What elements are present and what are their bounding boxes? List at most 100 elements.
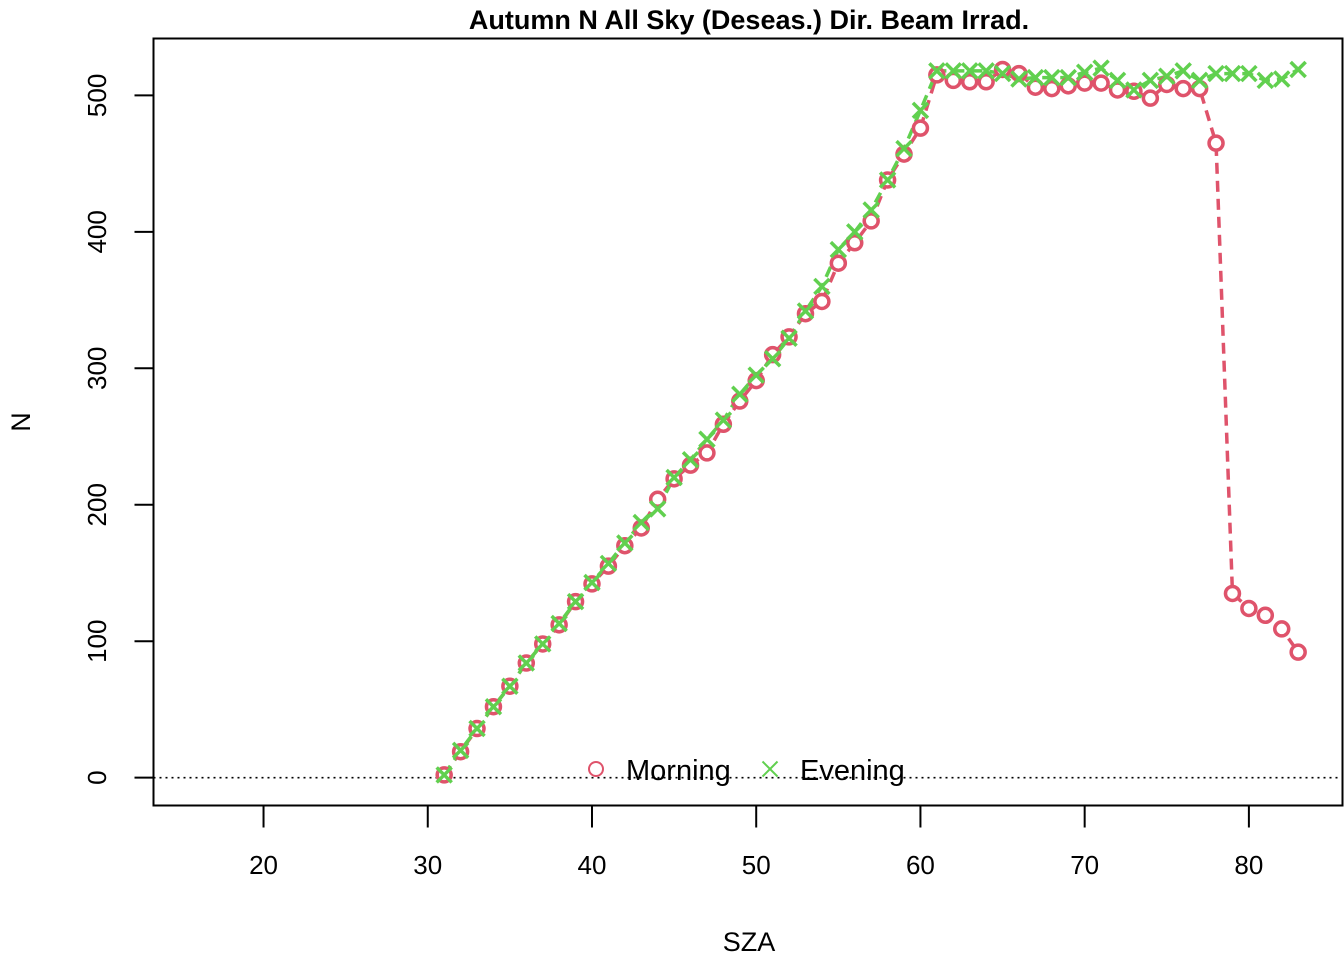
morning-point <box>862 212 880 230</box>
evening-point <box>616 534 634 552</box>
y-tick-label: 0 <box>82 770 112 784</box>
y-tick-label: 300 <box>82 347 112 390</box>
evening-point <box>1108 71 1127 90</box>
evening-point <box>846 223 864 241</box>
evening-point <box>731 385 749 403</box>
legend-label-morning: Morning <box>626 755 731 787</box>
series-line-morning <box>442 67 1300 776</box>
evening-point <box>829 240 848 259</box>
x-tick-label: 30 <box>413 850 442 880</box>
series-points <box>435 59 1307 784</box>
evening-point <box>878 171 897 189</box>
morning-point <box>1092 74 1110 92</box>
morning-point <box>763 345 782 364</box>
legend: Morning Evening <box>588 755 905 787</box>
morning-point <box>1240 599 1258 618</box>
evening-point <box>911 101 930 120</box>
morning-point <box>616 536 634 555</box>
y-axis: 0 100 200 300 400 500 <box>82 74 154 785</box>
evening-point <box>960 62 979 80</box>
series-lines <box>442 66 1300 776</box>
morning-point <box>1043 79 1061 98</box>
morning-point <box>845 234 864 252</box>
evening-point <box>780 329 798 348</box>
evening-point <box>1158 67 1176 86</box>
x-axis: 20 30 40 50 60 70 80 <box>249 805 1263 880</box>
evening-point <box>1141 71 1160 90</box>
morning-point <box>1207 134 1225 152</box>
morning-point <box>1075 74 1094 92</box>
series-line-evening <box>442 66 1300 776</box>
x-tick-label: 50 <box>742 850 771 880</box>
morning-point <box>993 60 1012 79</box>
evening-point <box>583 573 601 592</box>
morning-point <box>928 66 946 84</box>
evening-point <box>599 554 618 573</box>
evening-point <box>648 500 667 518</box>
x-tick-label: 60 <box>906 850 935 880</box>
morning-point <box>977 73 995 91</box>
evening-point <box>698 430 716 448</box>
evening-point <box>1240 64 1258 83</box>
evening-point <box>550 614 568 633</box>
plot-frame <box>152 37 1344 807</box>
morning-point <box>813 292 831 311</box>
x-tick-label: 40 <box>578 850 607 880</box>
morning-point <box>1108 81 1127 99</box>
evening-point <box>681 450 700 469</box>
morning-point <box>1141 89 1160 107</box>
evening-point <box>1075 63 1094 81</box>
x-tick-label: 20 <box>249 850 278 880</box>
evening-point <box>566 592 585 611</box>
evening-point <box>862 201 880 219</box>
evening-point <box>665 468 683 487</box>
evening-point <box>632 513 650 532</box>
evening-point <box>747 366 765 384</box>
morning-point <box>1256 606 1275 625</box>
y-tick-label: 100 <box>82 620 112 663</box>
evening-point <box>1207 64 1225 83</box>
morning-point <box>796 304 815 323</box>
evening-point <box>1174 62 1192 80</box>
evening-point <box>813 277 831 296</box>
evening-point <box>714 411 733 429</box>
evening-point <box>763 350 782 368</box>
morning-point <box>1026 78 1045 96</box>
morning-point <box>599 557 618 575</box>
evening-point <box>993 64 1012 83</box>
evening-point <box>468 719 486 738</box>
evening-point <box>895 139 913 158</box>
evening-point <box>451 741 470 760</box>
evening-point <box>1223 64 1242 83</box>
x-tick-label: 70 <box>1070 850 1099 880</box>
y-tick-label: 200 <box>82 483 112 526</box>
y-axis-label: N <box>6 412 36 432</box>
evening-point <box>435 766 453 784</box>
morning-point <box>1272 620 1291 638</box>
evening-point <box>484 697 503 716</box>
evening-point <box>928 62 946 80</box>
evening-point <box>1289 60 1307 79</box>
morning-point <box>714 415 733 434</box>
evening-point <box>1272 70 1291 88</box>
morning-point <box>1289 643 1307 661</box>
morning-point <box>1174 79 1192 98</box>
morning-point <box>944 71 963 90</box>
morning-point <box>698 444 716 462</box>
evening-point <box>796 302 815 320</box>
evening-point <box>977 62 995 80</box>
evening-point <box>1190 71 1209 90</box>
morning-point <box>648 490 667 509</box>
evening-point <box>1092 59 1110 77</box>
evening-point <box>944 62 963 80</box>
evening-point <box>533 635 552 653</box>
evening-point <box>1059 68 1077 87</box>
legend-marker-evening <box>761 760 779 778</box>
morning-point <box>1223 584 1242 603</box>
legend-label-evening: Evening <box>800 755 905 787</box>
morning-point <box>960 73 979 91</box>
x-tick-label: 80 <box>1234 850 1263 880</box>
legend-marker-morning <box>588 761 604 777</box>
morning-point <box>829 254 848 272</box>
